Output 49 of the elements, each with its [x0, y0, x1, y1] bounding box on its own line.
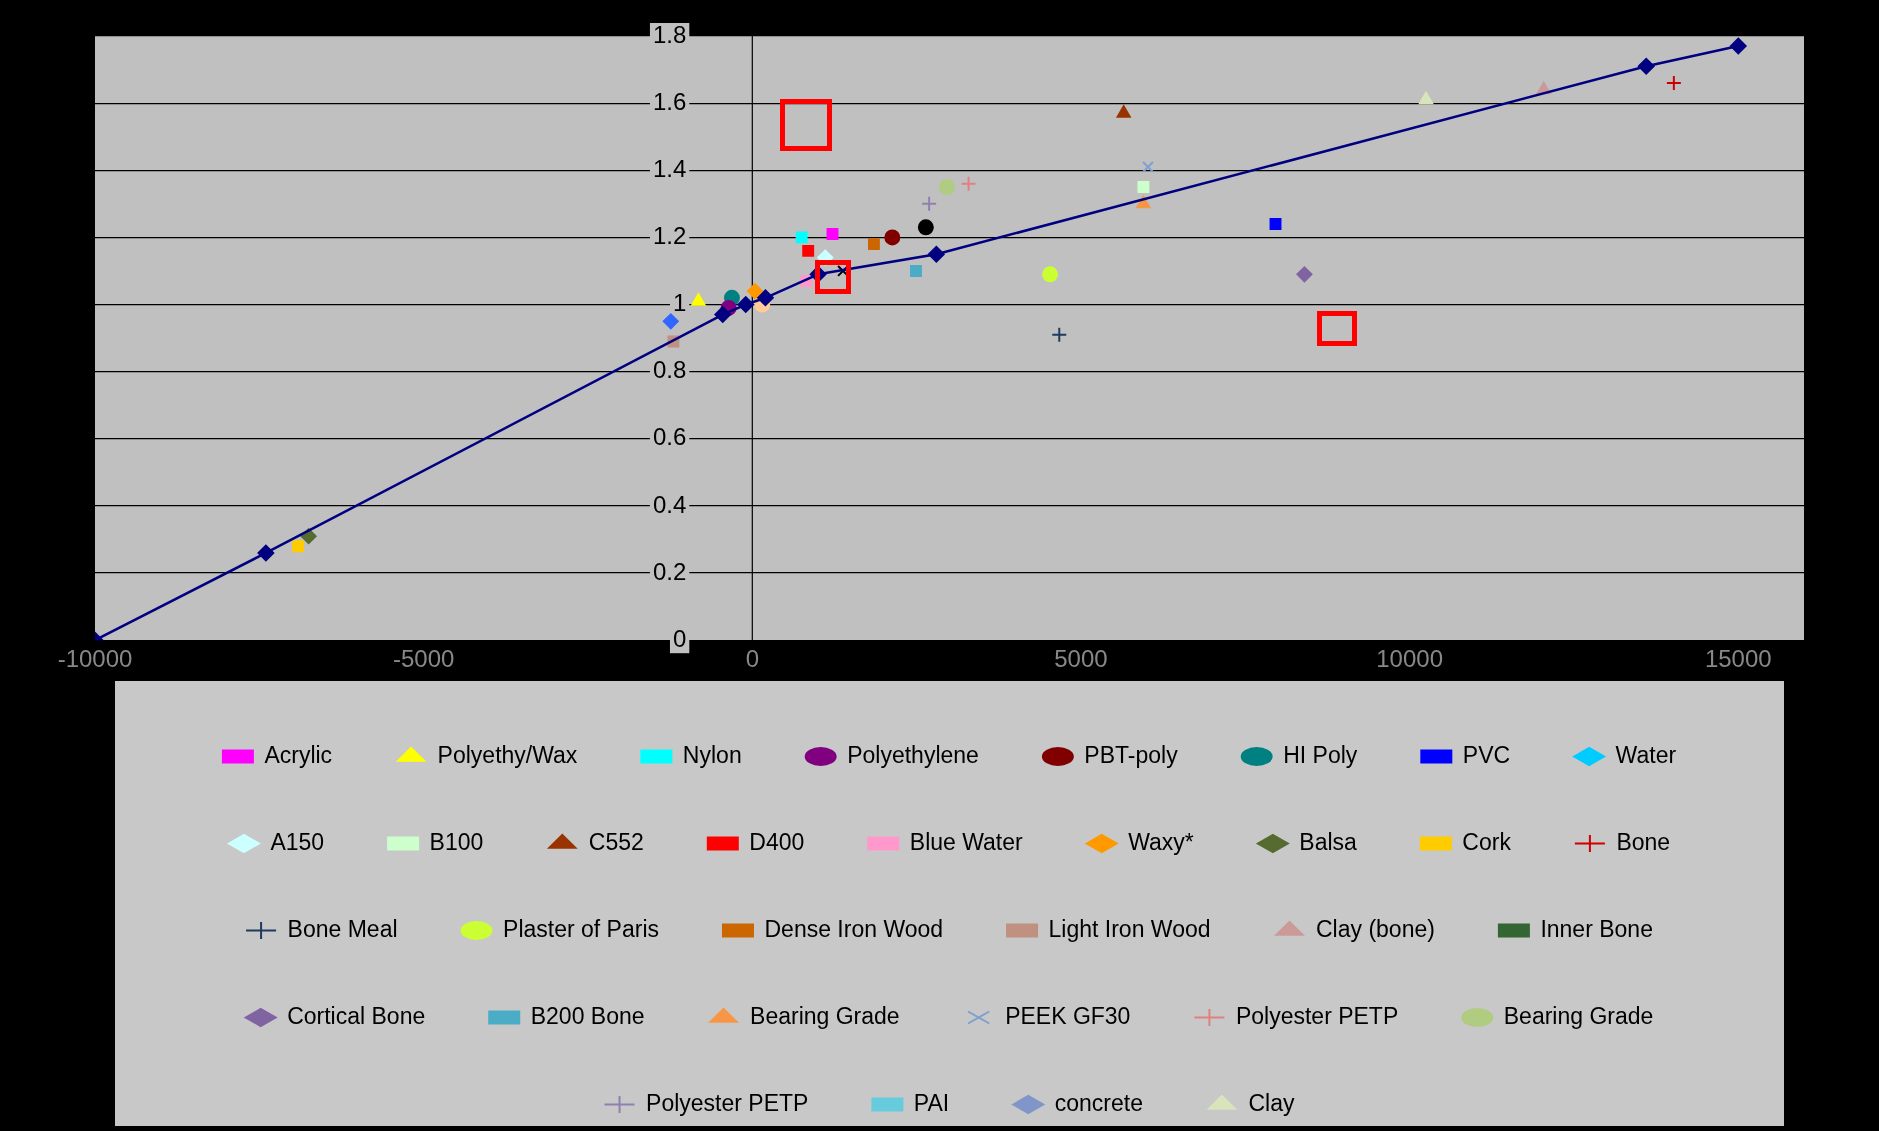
legend-label: Acrylic — [264, 741, 333, 768]
legend-label: C552 — [588, 828, 644, 855]
legend-label: Water — [1615, 741, 1677, 768]
legend-label: Cork — [1462, 828, 1512, 855]
legend-label: Bearing Grade — [750, 1002, 900, 1029]
y-tick-label: 0 — [672, 624, 687, 652]
legend-label: Blue Water — [909, 828, 1024, 855]
y-tick-label: 1.6 — [652, 87, 687, 115]
legend-label: B200 Bone — [530, 1002, 645, 1029]
legend-label: Bone — [1616, 828, 1671, 855]
y-tick-label: 1.4 — [652, 154, 687, 182]
legend-label: PVC — [1462, 741, 1511, 768]
legend-label: concrete — [1054, 1089, 1143, 1116]
y-tick-label: 1.8 — [652, 20, 687, 48]
legend-label: Cortical Bone — [287, 1002, 426, 1029]
legend-label: Clay (bone) — [1316, 915, 1435, 942]
legend-label: HI Poly — [1283, 741, 1358, 768]
legend-label: D400 — [749, 828, 805, 855]
legend-label: Bone Meal — [287, 915, 398, 942]
legend-label: Polyester PETP — [646, 1089, 809, 1116]
y-tick-label: 1.2 — [652, 222, 687, 250]
legend-label: PAI — [913, 1089, 950, 1116]
legend-label: A150 — [270, 828, 325, 855]
x-tick-label: 5000 — [1054, 645, 1108, 673]
y-tick-label: 0.8 — [652, 356, 687, 384]
y-tick-label: 0.6 — [652, 423, 687, 451]
legend-label: B100 — [429, 828, 484, 855]
legend-label: Clay — [1248, 1089, 1295, 1116]
legend-label: Dense Iron Wood — [764, 915, 944, 942]
legend-label: Polyethylene — [847, 741, 979, 768]
x-tick-label: 0 — [745, 645, 759, 673]
legend-label: Nylon — [682, 741, 742, 768]
y-tick-label: 1 — [672, 289, 687, 317]
legend-label: Balsa — [1299, 828, 1358, 855]
legend-label: Bearing Grade — [1503, 1002, 1654, 1029]
legend-label: Plaster of Paris — [503, 915, 659, 942]
x-tick-label: -5000 — [392, 645, 455, 673]
y-tick-label: 0.2 — [652, 557, 687, 585]
legend-label: Polyethy/Wax — [437, 741, 578, 768]
legend-label: Waxy* — [1128, 828, 1194, 855]
legend-label: PBT-poly — [1084, 741, 1179, 768]
x-tick-label: -10000 — [57, 645, 133, 673]
legend-label: Polyester PETP — [1235, 1002, 1399, 1029]
x-tick-label: 10000 — [1376, 645, 1443, 673]
y-tick-label: 0.4 — [652, 490, 687, 518]
legend-label: Inner Bone — [1540, 915, 1653, 942]
x-tick-label: 15000 — [1704, 645, 1772, 673]
legend-label: PEEK GF30 — [1005, 1002, 1131, 1029]
legend-label: Light Iron Wood — [1048, 915, 1211, 942]
